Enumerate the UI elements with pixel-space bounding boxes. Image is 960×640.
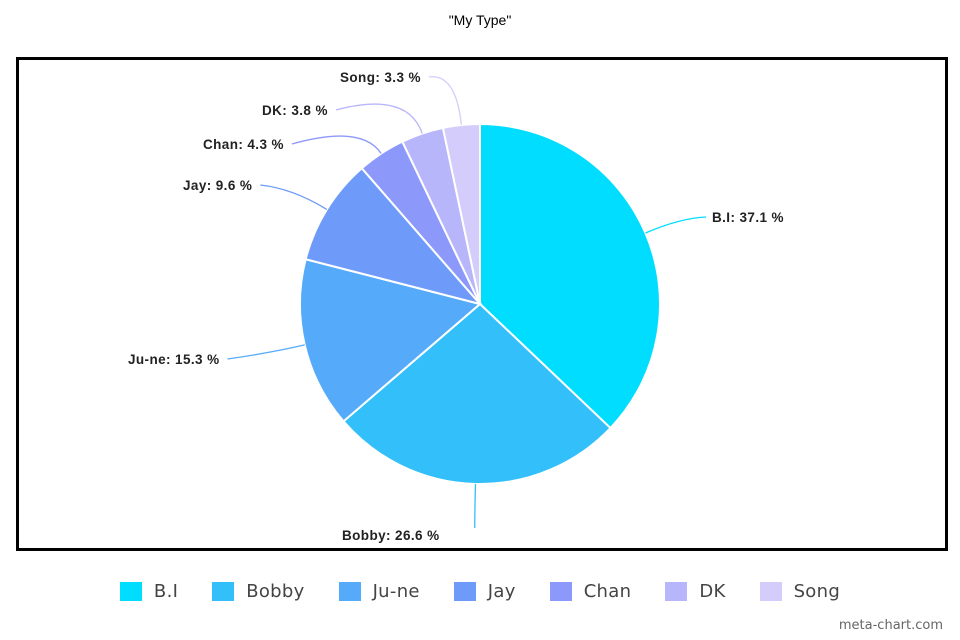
data-label-dk: DK: 3.8 % — [262, 103, 328, 118]
legend-swatch — [549, 581, 572, 601]
legend-label: Jay — [487, 580, 516, 602]
data-label-chan: Chan: 4.3 % — [203, 137, 284, 152]
legend-label: Song — [793, 580, 841, 602]
legend-swatch — [453, 581, 476, 601]
legend-label: Ju-ne — [372, 580, 420, 602]
leader-line-song — [428, 76, 463, 126]
legend-item-jay[interactable]: Jay — [453, 580, 516, 602]
pie-slice-b-i[interactable] — [479, 122, 661, 430]
legend-item-ju-ne[interactable]: Ju-ne — [338, 580, 420, 602]
chart-title: "My Type" — [448, 12, 512, 28]
legend-label: DK — [699, 580, 726, 602]
legend-swatch — [338, 581, 361, 601]
data-label-jay: Jay: 9.6 % — [183, 178, 252, 193]
legend-swatch — [119, 581, 142, 601]
data-label-ju-ne: Ju-ne: 15.3 % — [128, 352, 219, 367]
legend-item-song[interactable]: Song — [759, 580, 841, 602]
data-label-song: Song: 3.3 % — [340, 70, 421, 85]
data-label-b-i: B.I: 37.1 % — [712, 210, 784, 225]
data-label-bobby: Bobby: 26.6 % — [342, 528, 439, 543]
legend-item-b-i[interactable]: B.I — [119, 580, 179, 602]
leader-line-bobby — [474, 483, 477, 529]
leader-line-jay — [260, 184, 328, 211]
pie-slice-ju-ne[interactable] — [299, 258, 483, 423]
legend-swatch — [212, 581, 235, 601]
watermark: meta-chart.com — [838, 618, 943, 633]
leader-line-b-i — [645, 216, 707, 234]
legend-label: Bobby — [246, 580, 305, 602]
legend-label: Chan — [583, 580, 632, 602]
leader-line-ju-ne — [227, 344, 305, 360]
pie-slice-jay[interactable] — [304, 166, 483, 306]
legend-label: B.I — [153, 580, 179, 602]
pie-slice-bobby[interactable] — [342, 302, 612, 485]
leader-line-chan — [291, 135, 382, 154]
legend-swatch — [665, 581, 688, 601]
legend-item-chan[interactable]: Chan — [549, 580, 632, 602]
legend-swatch — [759, 581, 782, 601]
legend-item-dk[interactable]: DK — [665, 581, 725, 602]
leader-line-dk — [335, 103, 423, 134]
legend-item-bobby[interactable]: Bobby — [212, 581, 304, 602]
legend: B.I Bobby Ju-ne Jay Chan DK Song — [0, 577, 960, 605]
